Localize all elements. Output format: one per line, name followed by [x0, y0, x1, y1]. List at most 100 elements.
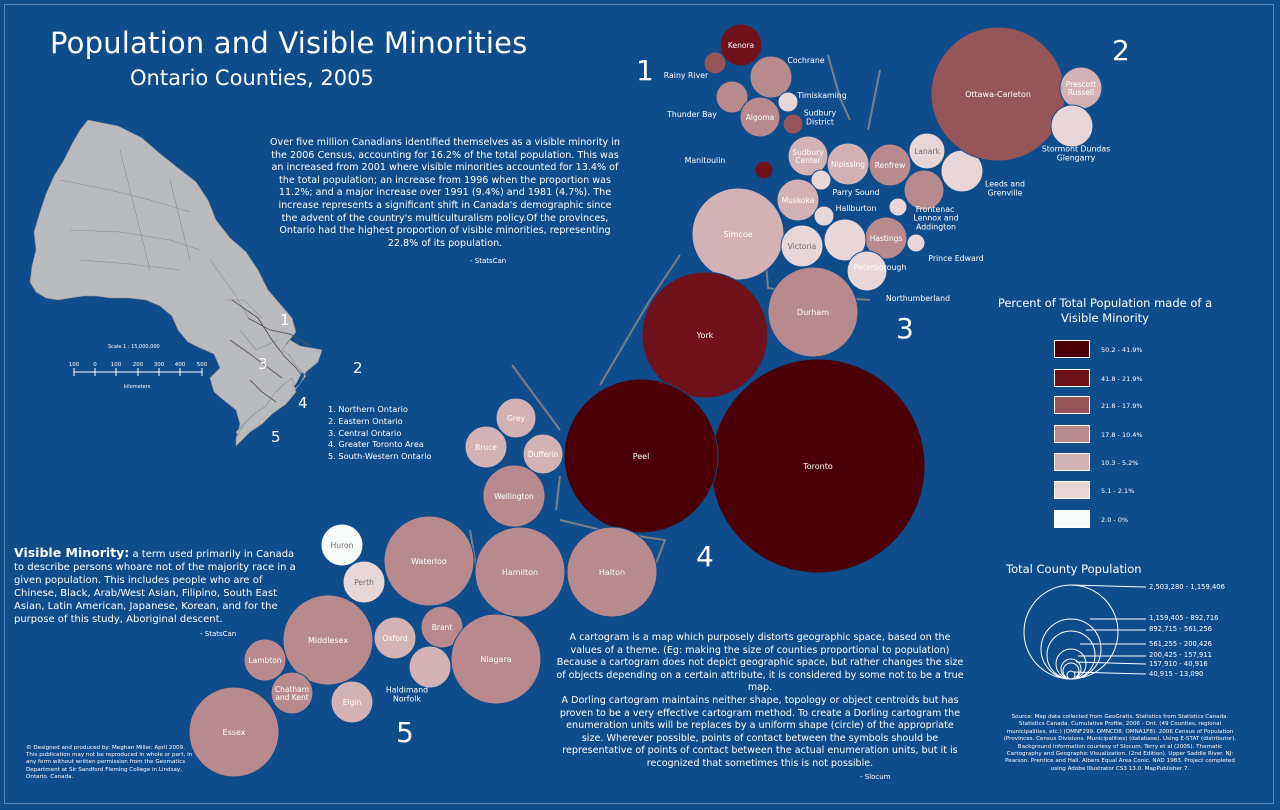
county-labels: Kenora Rainy River Cochrane Timiskaming Thun… — [223, 41, 1111, 737]
legend-label: 2.0 - 0% — [1101, 516, 1129, 524]
size-legend-label: 2,503,280 - 1,159,406 — [1149, 583, 1225, 591]
county-label-victoria: Victoria — [788, 242, 816, 251]
scale-tick: 100 — [69, 362, 80, 368]
scale-tick: 200 — [133, 362, 144, 368]
county-bubble-haldimand-norfolk — [408, 645, 452, 689]
county-bubble-lambton — [243, 638, 287, 682]
county-bubble-halton — [566, 526, 658, 618]
county-bubble-haliburton — [813, 205, 835, 227]
county-label-rainy-river: Rainy River — [664, 71, 709, 80]
scale-units: kilometers — [124, 384, 151, 390]
county-label-niagara: Niagara — [480, 655, 511, 664]
county-bubble-cochrane — [749, 55, 793, 99]
definition-term: Visible Minority: — [14, 545, 130, 560]
color-legend-title: Percent of Total Population made of a Vi… — [997, 296, 1213, 325]
county-label-haliburton: Haliburton — [836, 204, 877, 213]
cartogram-region-numbers: 1 2 3 4 5 — [396, 34, 1130, 749]
county-bubble-northumberland — [846, 250, 888, 292]
county-label-essex: Essex — [223, 728, 246, 737]
legend-swatch — [1054, 340, 1090, 358]
region-number-3: 3 — [896, 312, 914, 345]
county-label-halton: Halton — [599, 568, 625, 577]
county-label-bruce: Bruce — [475, 443, 497, 452]
county-label-thunder-bay: Thunder Bay — [666, 110, 717, 119]
size-legend-label: 1,159,405 - 892,716 — [1149, 614, 1219, 622]
definition-source: - StatsCan — [200, 630, 237, 638]
ontario-landmass — [29, 119, 323, 447]
legend-swatch — [1054, 481, 1090, 499]
region-number-1: 1 — [636, 54, 654, 87]
county-bubble-stormont-dundas-glengarry — [1050, 104, 1094, 148]
scale-tick: 100 — [111, 362, 122, 368]
county-bubble-grey — [495, 397, 537, 439]
size-legend-label: 157,910 - 40,916 — [1149, 660, 1208, 668]
inset-region-3-label: 3 — [258, 355, 268, 373]
visible-minority-definition: Visible Minority: a term used primarily … — [14, 546, 304, 626]
county-bubbles — [188, 23, 1103, 778]
region-number-2: 2 — [1112, 34, 1130, 67]
county-label-kenora: Kenora — [728, 41, 754, 50]
data-source: Source: Map data collected from GeoGrati… — [1003, 714, 1237, 772]
scale-label: Scale 1 : 15,000,000 — [108, 344, 160, 350]
cartogram-paragraph-1: A cartogram is a map which purposely dis… — [556, 632, 964, 694]
county-label-stormont-dundas-glengarry: Stormont Dundas Glengarry — [1042, 145, 1110, 163]
county-bubble-algoma — [739, 96, 781, 138]
county-bubble-dufferin — [522, 433, 564, 475]
legend-label: 50.2 - 41.9% — [1101, 346, 1143, 354]
county-bubble-prince-edward — [906, 233, 926, 253]
county-label-york: York — [696, 331, 714, 340]
county-bubble-brant — [420, 605, 464, 649]
county-bubble-chatham-and-kent — [270, 671, 314, 715]
county-bubble-middlesex — [282, 594, 374, 686]
county-bubble-peterborough — [823, 218, 867, 262]
inset-region-labels: 1 2 3 4 5 — [258, 311, 363, 446]
legend-label: 10.3 - 5.2% — [1101, 459, 1139, 467]
regions-list-item: 2. Eastern Ontario — [328, 415, 403, 426]
intro-source: - StatsCan — [470, 257, 507, 265]
county-label-hamilton: Hamilton — [502, 568, 538, 577]
county-label-manitoulin: Manitoulin — [685, 156, 726, 165]
county-label-peel: Peel — [633, 452, 650, 461]
legend-label: 5.1 - 2.1% — [1101, 487, 1135, 495]
county-label-nipissing: Nipissing — [831, 160, 865, 169]
county-label-parry-sound: Parry Sound — [832, 188, 879, 197]
definition-text: a term used primarily in Canada to descr… — [14, 549, 296, 625]
legend-swatch — [1054, 369, 1090, 387]
county-bubble-kenora — [719, 23, 763, 67]
county-bubble-timiskaming — [777, 91, 799, 113]
region-number-4: 4 — [696, 540, 714, 573]
legend-swatch — [1054, 510, 1090, 528]
legend-label: 21.8 - 17.9% — [1101, 402, 1143, 410]
county-bubble-muskoka — [776, 178, 820, 222]
poster-frame — [4, 4, 1274, 804]
county-label-hastings: Hastings — [870, 234, 903, 243]
county-label-chatham-and-kent: Chatham and Kent — [275, 685, 309, 702]
county-bubble-sudbury-district — [782, 113, 804, 135]
county-bubble-york — [641, 271, 769, 399]
credits: © Designed and produced by: Meghan Mille… — [26, 745, 193, 780]
county-label-sudbury-district: Sudbury District — [804, 109, 837, 127]
legend-swatch — [1054, 425, 1090, 443]
regions-list-item: 1. Northern Ontario — [328, 404, 408, 414]
county-bubble-renfrew — [868, 143, 912, 187]
scale-tick: 500 — [197, 362, 208, 368]
county-bubble-waterloo — [383, 515, 475, 607]
county-bubble-peel — [563, 378, 719, 534]
legend-label: 41.8 - 21.9% — [1101, 375, 1143, 383]
inset-region-2-label: 2 — [353, 359, 363, 377]
county-label-toronto: Toronto — [802, 462, 833, 471]
scale-tick: 0 — [93, 362, 97, 368]
county-label-elgin: Elgin — [343, 698, 362, 707]
county-label-middlesex: Middlesex — [308, 636, 348, 645]
cartogram-explanation: A cartogram is a map which purposely dis… — [556, 632, 964, 771]
county-bubble-victoria — [780, 224, 824, 268]
county-label-brant: Brant — [432, 623, 453, 632]
regions-list-item: 5. South-Western Ontario — [328, 451, 432, 462]
size-legend-label: 892,715 - 561,256 — [1149, 625, 1212, 633]
county-label-simcoe: Simcoe — [723, 230, 752, 239]
county-label-prince-edward: Prince Edward — [928, 254, 984, 263]
cartogram-paragraph-2: A Dorling cartogram maintains neither sh… — [559, 694, 961, 769]
county-bubble-essex — [188, 686, 280, 778]
